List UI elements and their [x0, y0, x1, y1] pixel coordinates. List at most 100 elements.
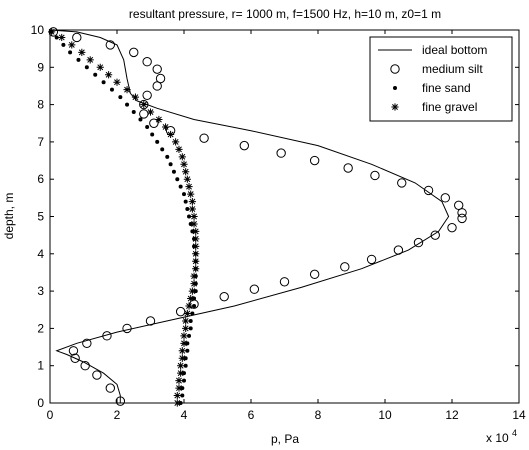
point-medium-silt	[152, 64, 162, 74]
point-fine-gravel	[78, 48, 86, 56]
point-fine-gravel	[173, 399, 181, 407]
series-line-ideal-bottom	[49, 29, 450, 403]
point-fine-sand	[171, 169, 176, 174]
point-fine-gravel	[173, 391, 181, 400]
y-tick-label: 10	[31, 23, 45, 37]
point-medium-silt	[149, 118, 159, 128]
legend-swatch-dot	[393, 86, 397, 90]
x-multiplier: x 10 4	[486, 428, 517, 445]
y-tick-label: 8	[37, 98, 44, 112]
point-fine-gravel	[190, 280, 198, 288]
point-fine-sand	[188, 326, 193, 331]
point-medium-silt	[393, 245, 404, 255]
y-tick-label: 3	[37, 284, 44, 298]
point-medium-silt	[105, 383, 116, 393]
point-fine-sand	[182, 378, 186, 383]
point-fine-gravel	[175, 145, 183, 153]
x-tick-label: 4	[181, 408, 188, 422]
point-fine-gravel	[123, 86, 131, 94]
point-fine-gravel	[180, 160, 188, 168]
point-fine-sand	[165, 154, 170, 159]
point-medium-silt	[82, 338, 92, 349]
point-medium-silt	[102, 331, 112, 341]
point-fine-gravel	[172, 138, 180, 146]
point-medium-silt	[68, 346, 79, 356]
point-medium-silt	[122, 323, 132, 334]
point-fine-gravel	[177, 369, 185, 377]
point-medium-silt	[129, 47, 139, 58]
point-fine-gravel	[105, 71, 113, 79]
point-fine-gravel	[187, 190, 195, 198]
x-multiplier-base: x 10	[486, 431, 509, 445]
point-medium-silt	[457, 213, 467, 224]
point-fine-gravel	[161, 123, 170, 131]
point-fine-gravel	[183, 309, 191, 318]
legend-swatch-circle	[390, 64, 400, 74]
legend-entry: fine gravel	[422, 100, 477, 114]
point-medium-silt	[142, 57, 152, 67]
point-fine-gravel	[68, 41, 76, 49]
point-fine-sand	[84, 65, 89, 70]
point-medium-silt	[309, 269, 320, 280]
point-fine-gravel	[190, 220, 198, 228]
point-fine-gravel	[192, 242, 200, 250]
point-fine-gravel	[113, 78, 121, 86]
chart-title: resultant pressure, r= 1000 m, f=1500 Hz…	[129, 7, 441, 21]
point-fine-gravel	[188, 197, 196, 206]
y-tick-label: 6	[37, 172, 44, 186]
point-fine-gravel	[192, 265, 200, 273]
point-fine-gravel	[140, 101, 148, 109]
point-fine-gravel	[192, 235, 200, 243]
point-medium-silt	[440, 193, 450, 203]
point-fine-gravel	[190, 272, 198, 280]
point-fine-sand	[150, 132, 155, 137]
point-fine-sand	[178, 184, 183, 189]
point-fine-sand	[185, 348, 190, 353]
series-ideal-bottom	[49, 29, 450, 403]
x-tick-label: 10	[378, 408, 392, 422]
point-fine-gravel	[180, 339, 188, 347]
y-tick-label: 0	[37, 396, 44, 410]
point-fine-sand	[190, 311, 195, 316]
legend-entry: medium silt	[422, 62, 483, 76]
point-medium-silt	[219, 291, 229, 302]
y-tick-label: 5	[37, 210, 44, 224]
point-fine-sand	[182, 192, 186, 197]
point-fine-gravel	[175, 384, 183, 392]
point-medium-silt	[340, 262, 350, 272]
point-fine-gravel	[190, 212, 198, 221]
point-fine-gravel	[178, 354, 186, 362]
legend: ideal bottom medium silt fine sand fine gra…	[369, 36, 513, 122]
point-fine-gravel	[187, 294, 195, 303]
point-fine-gravel	[167, 130, 175, 139]
legend-entry: ideal bottom	[422, 43, 487, 57]
y-tick-label: 7	[37, 135, 44, 149]
point-medium-silt	[370, 170, 380, 181]
point-fine-gravel	[185, 183, 193, 191]
point-fine-gravel	[131, 93, 140, 101]
x-tick-label: 12	[445, 408, 459, 422]
point-fine-gravel	[188, 205, 196, 213]
point-fine-gravel	[155, 115, 163, 124]
point-fine-sand	[183, 199, 188, 204]
point-fine-gravel	[185, 302, 193, 310]
x-axis-label: p, Pa	[271, 432, 299, 446]
point-fine-gravel	[192, 250, 200, 258]
y-tick-label: 4	[37, 247, 44, 261]
x-tick-label: 14	[512, 408, 526, 422]
point-medium-silt	[142, 90, 152, 100]
point-medium-silt	[276, 148, 286, 158]
point-fine-sand	[155, 139, 160, 144]
point-fine-sand	[118, 95, 123, 100]
point-medium-silt	[70, 353, 80, 363]
point-fine-sand	[175, 177, 180, 182]
point-medium-silt	[454, 200, 464, 211]
point-fine-sand	[68, 50, 73, 55]
point-fine-gravel	[188, 287, 196, 295]
x-tick-label: 2	[114, 408, 121, 422]
point-medium-silt	[139, 99, 149, 110]
point-medium-silt	[72, 32, 82, 43]
x-tick-label: 0	[47, 408, 54, 422]
point-fine-gravel	[182, 324, 190, 332]
